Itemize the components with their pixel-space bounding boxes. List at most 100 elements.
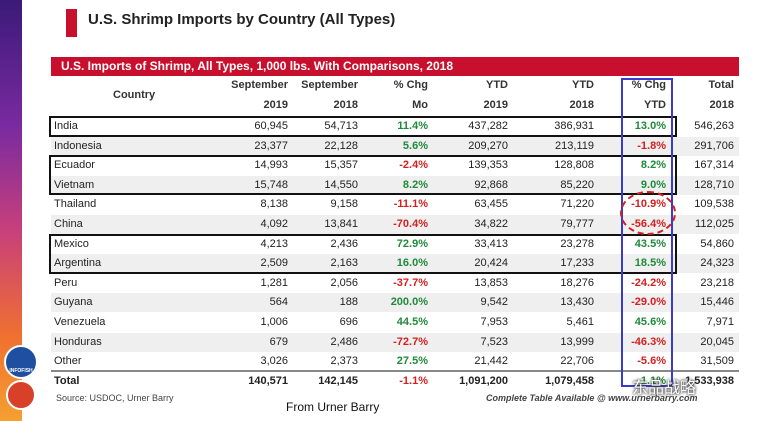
total-cell: 7,971 [706, 316, 734, 328]
chg-cell: 27.5% [396, 355, 428, 368]
ytd18-cell: 85,220 [560, 178, 594, 191]
header-sep19-bot: 2019 [263, 99, 288, 111]
sep18-cell: 2,436 [330, 237, 358, 250]
total-cell: 24,323 [700, 257, 734, 270]
ytd18-cell: 5,461 [566, 316, 594, 328]
source-note: Source: USDOC, Urner Barry [56, 393, 174, 403]
country-cell: Argentina [54, 257, 102, 270]
sep19-cell: 15,748 [254, 178, 288, 191]
header-total-bot: 2018 [709, 99, 734, 111]
header-chgytd-top: % Chg [631, 79, 666, 91]
sep19-cell: 564 [269, 296, 288, 309]
ytd19-cell: 7,953 [480, 316, 508, 328]
table-row: Indonesia 23,377 22,128 5.6% 209,270 213,119 -… [51, 136, 739, 156]
total-cell: 112,025 [695, 218, 734, 230]
ytd19-cell: 437,282 [468, 120, 508, 132]
infofish-logo: INFOFISH [4, 345, 38, 379]
table-row: Argentina 2,509 2,163 16.0% 20,424 17,233 18.5… [51, 254, 739, 274]
ytd18-cell: 17,233 [560, 257, 594, 270]
ecuador-vietnam-highlight-box [49, 155, 677, 195]
country-cell: Thailand [54, 198, 97, 211]
ytd19-cell: 7,523 [480, 335, 508, 348]
country-cell: Peru [54, 276, 78, 289]
ytd18-cell: 23,278 [560, 237, 594, 250]
sep18-cell: 2,373 [330, 355, 358, 368]
sep18-cell: 2,163 [330, 257, 358, 270]
ytd18-cell: 128,808 [554, 159, 594, 172]
header-total-top: Total [708, 79, 734, 91]
total-sep18: 142,145 [318, 375, 358, 387]
ytd19-cell: 209,270 [468, 139, 508, 152]
total-cell: 31,509 [700, 355, 734, 368]
header-sep19-top: September [231, 79, 288, 91]
total-chgytd: 1.1% [640, 375, 666, 387]
thailand-china-circle [620, 191, 676, 235]
ytd19-cell: 21,442 [474, 355, 508, 368]
ytd-change-highlight-box [621, 78, 673, 387]
chg-cell: 5.6% [402, 139, 428, 152]
sep19-cell: 8,138 [260, 198, 288, 211]
ytd18-cell: 22,706 [560, 355, 594, 368]
chgytd-cell: 18.5% [634, 257, 666, 270]
chg-cell: 200.0% [390, 296, 428, 309]
table-row: Mexico 4,213 2,436 72.9% 33,413 23,278 43.5% 54… [51, 235, 739, 254]
header-ytd19-bot: 2019 [483, 99, 508, 111]
chgytd-cell: -5.6% [637, 355, 666, 368]
chg-cell: 72.9% [396, 237, 428, 250]
table-row: Ecuador 14,993 15,357 -2.4% 139,353 128,808 8.… [51, 156, 739, 175]
sep19-cell: 2,509 [260, 257, 288, 270]
chg-cell: 16.0% [396, 257, 428, 270]
total-cell: 546,263 [694, 120, 734, 132]
from-caption: From Urner Barry [286, 400, 380, 414]
country-cell: Vietnam [54, 178, 95, 191]
ytd19-cell: 34,822 [474, 218, 508, 230]
sep19-cell: 1,006 [260, 316, 288, 328]
header-sep18-bot: 2018 [333, 99, 358, 111]
total-cell: 128,710 [694, 178, 734, 191]
total-total: 1,533,938 [685, 375, 734, 387]
sep18-cell: 54,713 [324, 120, 358, 132]
chgytd-cell: -46.3% [631, 335, 666, 348]
header-chgytd-bot: YTD [644, 99, 666, 111]
complete-table-note: Complete Table Available @ www.urnerbarr… [486, 393, 698, 403]
mexico-argentina-highlight-box [49, 234, 677, 274]
sep18-cell: 9,158 [330, 198, 358, 211]
table-row: Peru 1,281 2,056 -37.7% 13,853 18,276 -24.2% 23… [51, 274, 739, 293]
ytd19-cell: 92,868 [474, 178, 508, 191]
sep18-cell: 15,357 [324, 159, 358, 172]
chg-cell: 8.2% [402, 178, 428, 191]
chgytd-cell: 8.2% [640, 159, 666, 172]
ytd19-cell: 63,455 [474, 198, 508, 211]
watermark: 东品战略 [632, 380, 697, 397]
country-cell: Mexico [54, 237, 89, 250]
sep18-cell: 696 [339, 316, 358, 328]
header-country: Country [113, 89, 156, 101]
total-chg: -1.1% [399, 375, 428, 387]
india-highlight-box [49, 116, 677, 137]
table-row: India 60,945 54,713 11.4% 437,282 386,931 13.0… [51, 117, 739, 136]
total-cell: 109,538 [694, 198, 734, 211]
sep18-cell: 2,056 [330, 276, 358, 289]
ytd19-cell: 139,353 [468, 159, 508, 172]
chg-cell: -70.4% [393, 218, 428, 230]
total-sep19: 140,571 [248, 375, 288, 387]
total-cell: 167,314 [694, 159, 734, 172]
title-accent-mark [66, 9, 77, 37]
chg-cell: -2.4% [399, 159, 428, 172]
secondary-logo [6, 380, 36, 410]
ytd19-cell: 9,542 [480, 296, 508, 309]
total-cell: 15,446 [700, 296, 734, 309]
chgytd-cell: 13.0% [634, 120, 666, 132]
header-ytd19-top: YTD [486, 79, 508, 91]
chgytd-cell: 43.5% [634, 237, 666, 250]
total-row: Total 140,571 142,145 -1.1% 1,091,200 1,… [51, 370, 739, 392]
country-cell: Other [54, 355, 82, 368]
chg-cell: 11.4% [397, 120, 428, 132]
left-decorative-bar [0, 0, 22, 421]
ytd19-cell: 20,424 [474, 257, 508, 270]
country-cell: Venezuela [54, 316, 106, 328]
total-label: Total [54, 375, 80, 387]
ytd18-cell: 71,220 [560, 198, 594, 211]
total-ytd18: 1,079,458 [545, 375, 594, 387]
total-cell: 291,706 [694, 139, 734, 152]
